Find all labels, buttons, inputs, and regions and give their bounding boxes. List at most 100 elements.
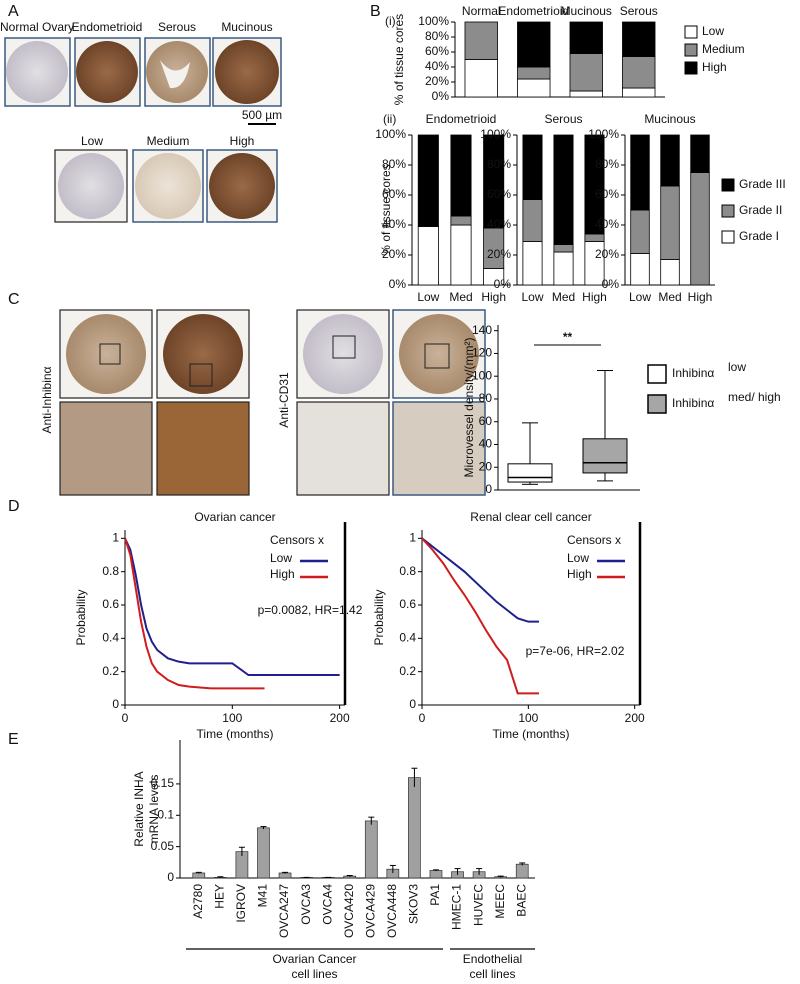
panel-letter: A [8, 3, 19, 20]
legend-label: Grade I [739, 229, 779, 243]
image-label: Medium [147, 134, 190, 148]
y-tick-label: 60% [595, 187, 619, 201]
tissue-core [66, 314, 146, 394]
legend-label: Grade II [739, 203, 782, 217]
x-tick-label: 0 [419, 711, 426, 725]
y-tick-label: 80% [595, 157, 619, 171]
y-tick-label: 0.1 [157, 807, 174, 821]
bar-segment [464, 21, 498, 60]
y-tick-label: 60% [487, 187, 511, 201]
x-tick-label: HMEC-1 [450, 884, 464, 930]
y-tick-label: 140 [472, 323, 492, 337]
panel-letter: C [8, 291, 20, 308]
x-axis-label: Time (months) [197, 727, 274, 741]
image-label: Mucinous [221, 20, 272, 34]
legend-swatch [647, 394, 667, 414]
bar-segment [417, 226, 439, 286]
image [59, 401, 153, 496]
x-tick-label: Med [449, 290, 472, 304]
image [296, 401, 390, 496]
y-tick-label: 20% [382, 247, 406, 261]
tissue-core [399, 314, 479, 394]
tissue-gap [160, 60, 190, 89]
legend-label: High [567, 567, 592, 581]
chart-title: Mucinous [644, 112, 695, 126]
x-tick-label: Low [521, 290, 543, 304]
y-tick-label: 80% [382, 157, 406, 171]
tissue-core [76, 41, 138, 103]
bar-segment [522, 241, 543, 286]
tissue-core [6, 41, 68, 103]
stain-label: Anti-Inhibinα [40, 366, 54, 433]
bar-segment [522, 134, 543, 200]
chart-title: Ovarian cancer [194, 510, 275, 524]
y-tick-label: 100% [418, 14, 449, 28]
image-label: Endometrioid [72, 20, 143, 34]
y-tick-label: 0.2 [102, 664, 119, 678]
survival-curve [421, 537, 539, 623]
image-label: High [230, 134, 255, 148]
y-tick-label: 80 [479, 391, 493, 405]
y-tick-label: 100% [588, 127, 619, 141]
y-tick-label: 0% [389, 277, 407, 291]
y-tick-label: 120 [472, 346, 492, 360]
x-tick-label: OVCA247 [277, 884, 291, 938]
bar-segment [622, 21, 656, 57]
y-tick-label: 0% [432, 89, 450, 103]
bar [515, 863, 529, 879]
significance: ** [563, 330, 573, 344]
bar-segment [584, 134, 605, 235]
legend-swatch [647, 364, 667, 384]
y-tick-label: 0% [494, 277, 512, 291]
y-tick-label: 20% [595, 247, 619, 261]
chart-title: Serous [544, 112, 582, 126]
bar [257, 827, 270, 879]
x-tick-label: HEY [213, 884, 227, 909]
bar-segment [660, 259, 680, 286]
bar-segment [464, 59, 498, 98]
x-tick-label: OVCA420 [342, 884, 356, 938]
sub-label: (ii) [383, 112, 396, 126]
y-axis-label: % of tissue cores [392, 14, 406, 105]
group-label: Ovarian Cancer [272, 952, 356, 966]
y-tick-label: 40% [595, 217, 619, 231]
y-tick-label: 100 [472, 368, 492, 382]
x-tick-label: BAEC [514, 884, 528, 917]
y-tick-label: 60% [425, 44, 449, 58]
x-tick-label: A2780 [191, 884, 205, 919]
survival-curve [124, 538, 265, 690]
y-tick-label: 0 [409, 697, 416, 711]
x-tick-label: Low [417, 290, 439, 304]
group-label: Endothelial [463, 952, 522, 966]
bar [364, 820, 378, 879]
zoom-box [332, 335, 356, 359]
y-tick-label: 0 [167, 870, 174, 884]
bar-segment [622, 56, 656, 89]
panel-letter: E [8, 731, 19, 748]
x-tick-label: High [582, 290, 607, 304]
legend-label-sup: low [728, 360, 746, 374]
bar-segment [450, 224, 472, 286]
panel-letter: D [8, 498, 20, 515]
bar-segment [690, 134, 710, 173]
x-tick-label: Normal [462, 4, 501, 18]
x-tick-label: 100 [518, 711, 538, 725]
zoom-box [189, 363, 213, 387]
y-tick-label: 60% [382, 187, 406, 201]
legend-swatch [684, 61, 698, 75]
x-tick-label: IGROV [234, 884, 248, 923]
y-tick-label: 40% [487, 217, 511, 231]
y-axis-label: % of tissue cores [379, 164, 393, 255]
x-tick-label: 200 [625, 711, 645, 725]
bar-segment [690, 172, 710, 286]
x-tick-label: SKOV3 [407, 884, 421, 924]
legend-title: Censors x [567, 533, 621, 547]
legend-label: Medium [702, 42, 745, 56]
y-tick-label: 60 [479, 414, 493, 428]
y-axis-label: mRNA levels [147, 775, 161, 844]
bar-segment [450, 134, 472, 217]
legend-label: Low [270, 551, 292, 565]
image [156, 401, 250, 496]
bar-segment [584, 233, 605, 242]
tissue-core [163, 314, 243, 394]
